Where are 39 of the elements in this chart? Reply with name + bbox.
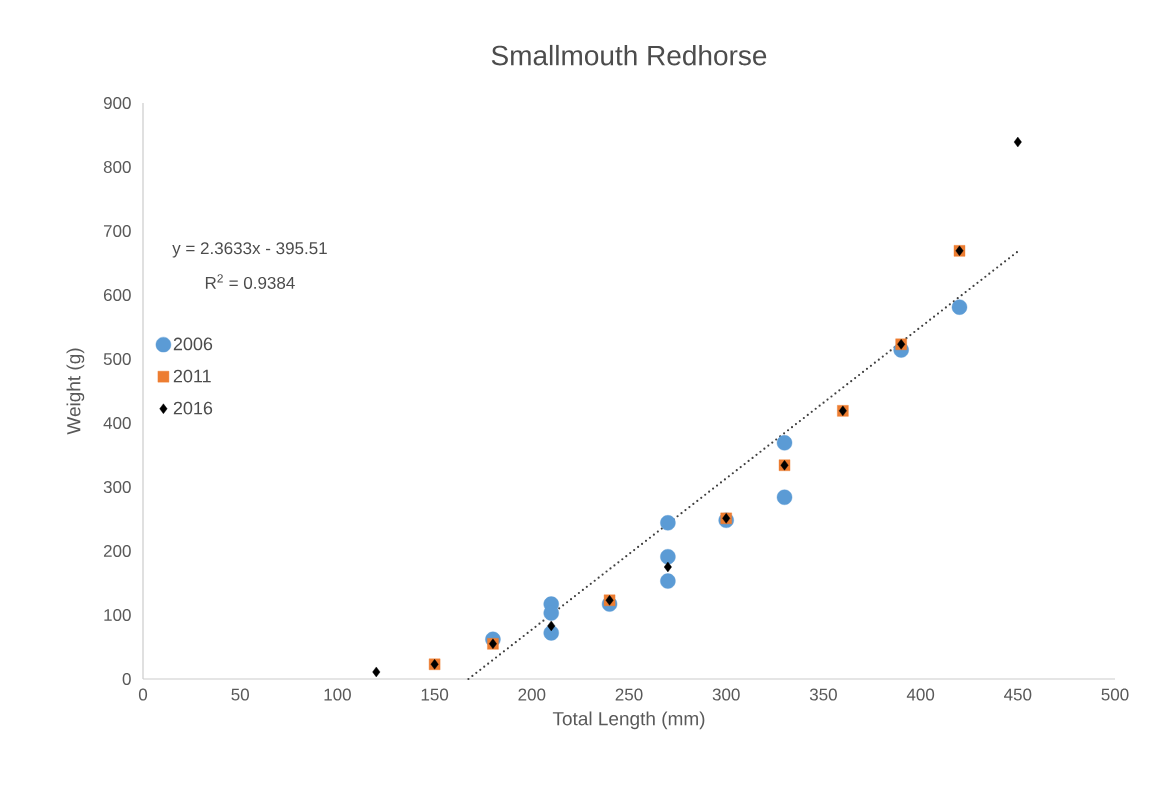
point (372, 666, 381, 678)
x-tick-label: 50 (231, 688, 249, 701)
annotation: y = 2.3633x - 395.51 (172, 242, 327, 258)
y-tick-label: 400 (103, 416, 131, 430)
y-tick-label: 900 (103, 96, 131, 110)
legend-label: 2016 (173, 401, 213, 415)
y-tick-label: 0 (122, 672, 131, 686)
chart-title: Smallmouth Redhorse (491, 44, 767, 66)
legend-label: 2006 (173, 337, 213, 351)
point (663, 561, 672, 573)
x-tick-label: 0 (138, 688, 148, 701)
y-tick-label: 200 (103, 544, 131, 558)
point (1013, 136, 1022, 148)
annotation: R$^{2}$ = 0.9384 (205, 274, 295, 289)
y-tick-label: 300 (103, 480, 131, 494)
x-tick-label: 250 (615, 688, 643, 701)
y-axis-title: Weight (g) (66, 348, 85, 435)
point (547, 620, 556, 632)
x-tick-label: 450 (1004, 688, 1032, 701)
y-tick-label: 500 (103, 352, 131, 366)
x-tick-label: 200 (518, 688, 546, 701)
x-tick-label: 400 (906, 688, 935, 701)
point (951, 299, 968, 315)
x-tick-label: 100 (324, 688, 351, 701)
point (776, 489, 793, 505)
x-tick-label: 300 (712, 688, 740, 701)
y-tick-label: 100 (104, 608, 131, 622)
y-tick-label: 600 (103, 288, 131, 302)
x-tick-label: 350 (809, 688, 837, 701)
x-tick-label: 500 (1101, 688, 1129, 701)
x-axis-title: Total Length (mm) (552, 711, 705, 730)
y-tick-label: 800 (103, 160, 131, 174)
point (660, 515, 676, 531)
point (660, 549, 676, 565)
point (660, 573, 676, 589)
x-tick-label: 150 (421, 688, 449, 701)
legend-label: 2011 (173, 369, 211, 383)
point (776, 435, 793, 451)
y-tick-label: 700 (103, 224, 131, 238)
